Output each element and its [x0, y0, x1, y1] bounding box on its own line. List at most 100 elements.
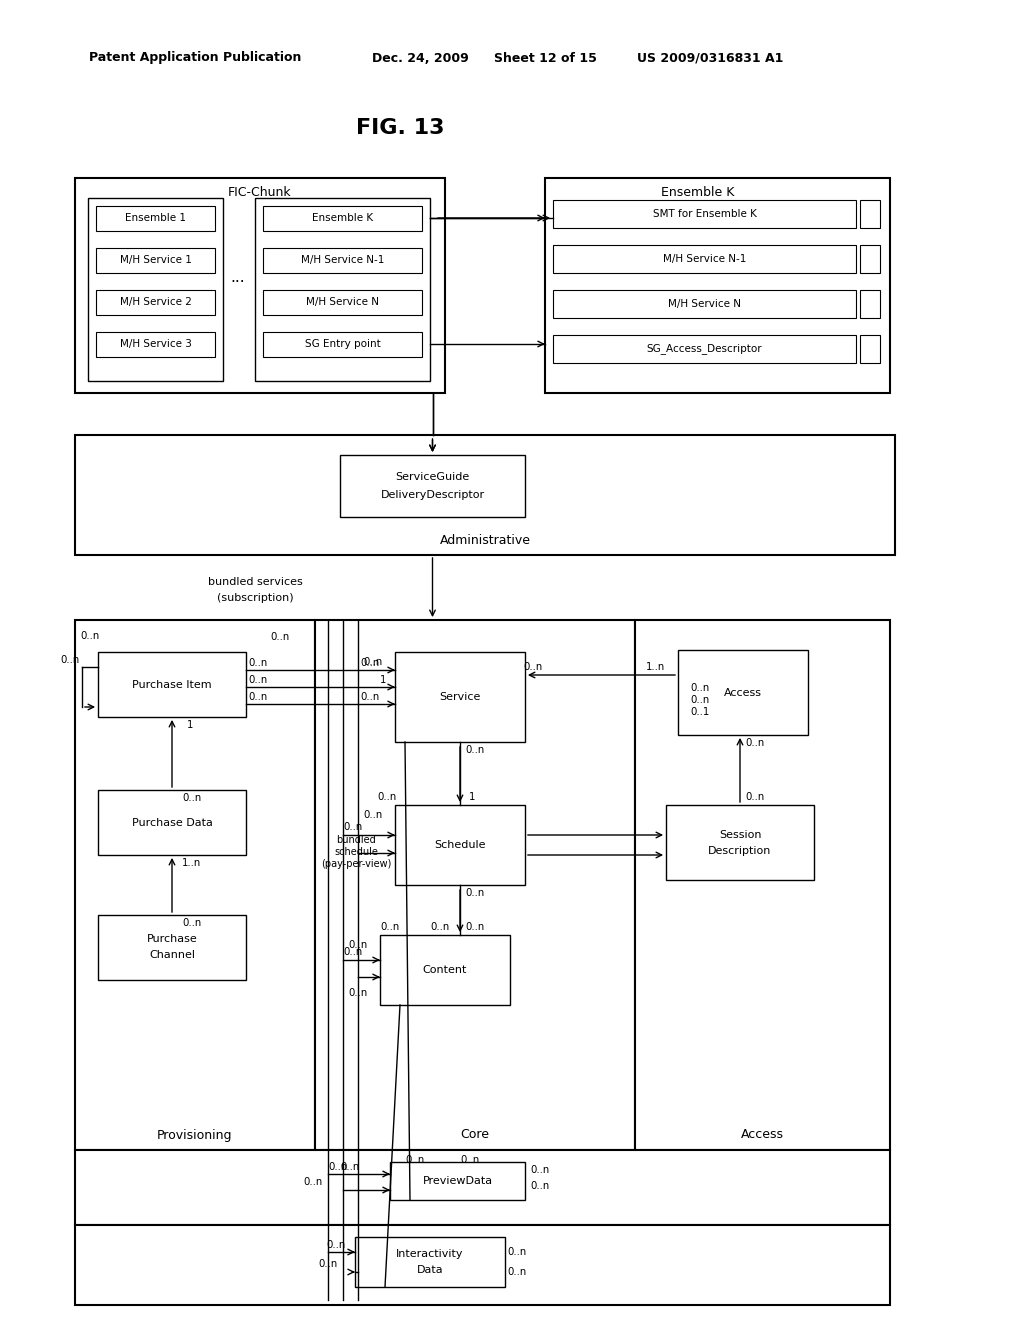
Text: M/H Service N-1: M/H Service N-1: [663, 253, 746, 264]
Text: FIC-Chunk: FIC-Chunk: [228, 186, 292, 198]
Text: 0..n: 0..n: [249, 675, 267, 685]
Text: 0..n: 0..n: [360, 657, 380, 668]
Text: 0..n: 0..n: [690, 682, 710, 693]
Text: ...: ...: [230, 271, 246, 285]
Text: Purchase Data: Purchase Data: [131, 817, 212, 828]
Text: SG Entry point: SG Entry point: [304, 339, 380, 348]
Text: bundled: bundled: [336, 836, 376, 845]
FancyBboxPatch shape: [380, 935, 510, 1005]
FancyBboxPatch shape: [315, 620, 635, 1150]
Text: (subscription): (subscription): [217, 593, 293, 603]
Text: FIG. 13: FIG. 13: [355, 117, 444, 139]
Text: Administrative: Administrative: [439, 535, 530, 548]
FancyBboxPatch shape: [553, 290, 856, 318]
Text: 1..n: 1..n: [182, 858, 202, 869]
Text: SMT for Ensemble K: SMT for Ensemble K: [652, 209, 757, 219]
FancyBboxPatch shape: [635, 620, 890, 1150]
FancyBboxPatch shape: [340, 455, 525, 517]
Text: schedule: schedule: [334, 847, 378, 857]
FancyBboxPatch shape: [96, 333, 215, 356]
Text: 0..n: 0..n: [182, 917, 202, 928]
FancyBboxPatch shape: [355, 1237, 505, 1287]
FancyBboxPatch shape: [98, 789, 246, 855]
FancyBboxPatch shape: [545, 178, 890, 393]
Text: 0..n: 0..n: [380, 921, 399, 932]
Text: Channel: Channel: [150, 950, 195, 961]
Text: 0..n: 0..n: [80, 631, 99, 642]
FancyBboxPatch shape: [263, 333, 422, 356]
Text: Core: Core: [461, 1129, 489, 1142]
Text: ServiceGuide: ServiceGuide: [395, 473, 470, 482]
FancyBboxPatch shape: [553, 246, 856, 273]
FancyBboxPatch shape: [860, 201, 880, 228]
Text: Ensemble K: Ensemble K: [312, 213, 373, 223]
FancyBboxPatch shape: [96, 206, 215, 231]
Text: 0..n: 0..n: [182, 793, 202, 803]
Text: 0..n: 0..n: [406, 1155, 425, 1166]
Text: PreviewData: PreviewData: [423, 1176, 493, 1185]
Text: 0..n: 0..n: [329, 1162, 347, 1172]
Text: 0..n: 0..n: [530, 1166, 550, 1175]
Text: 0..n: 0..n: [303, 1177, 323, 1187]
FancyBboxPatch shape: [75, 178, 445, 393]
Text: (pay-per-view): (pay-per-view): [321, 859, 391, 869]
Text: Data: Data: [417, 1265, 443, 1275]
Text: 0..n: 0..n: [507, 1267, 526, 1276]
Text: 0..n: 0..n: [249, 692, 267, 702]
Text: 0..n: 0..n: [745, 738, 765, 748]
Text: Description: Description: [709, 846, 772, 855]
Text: 0..n: 0..n: [523, 663, 543, 672]
Text: Session: Session: [719, 829, 761, 840]
FancyBboxPatch shape: [75, 1225, 890, 1305]
Text: 0..n: 0..n: [465, 888, 484, 898]
Text: 0..n: 0..n: [348, 940, 368, 950]
Text: Ensemble K: Ensemble K: [660, 186, 734, 198]
Text: Dec. 24, 2009: Dec. 24, 2009: [372, 51, 468, 65]
Text: 1..n: 1..n: [646, 663, 666, 672]
Text: Content: Content: [423, 965, 467, 975]
Text: 1: 1: [186, 719, 194, 730]
Text: DeliveryDescriptor: DeliveryDescriptor: [381, 490, 484, 500]
Text: Patent Application Publication: Patent Application Publication: [89, 51, 301, 65]
Text: 0..n: 0..n: [745, 792, 765, 803]
FancyBboxPatch shape: [666, 805, 814, 880]
Text: 0..n: 0..n: [340, 1162, 359, 1172]
Text: Sheet 12 of 15: Sheet 12 of 15: [494, 51, 596, 65]
Text: 0..n: 0..n: [461, 1155, 479, 1166]
FancyBboxPatch shape: [75, 436, 895, 554]
Text: 0..n: 0..n: [364, 657, 383, 667]
Text: Purchase Item: Purchase Item: [132, 680, 212, 689]
FancyBboxPatch shape: [255, 198, 430, 381]
FancyBboxPatch shape: [553, 335, 856, 363]
Text: SG_Access_Descriptor: SG_Access_Descriptor: [647, 343, 762, 355]
FancyBboxPatch shape: [98, 915, 246, 979]
Text: M/H Service N: M/H Service N: [306, 297, 379, 308]
Text: 0..n: 0..n: [360, 692, 380, 702]
Text: M/H Service 3: M/H Service 3: [120, 339, 191, 348]
Text: Access: Access: [724, 688, 762, 697]
Text: 1: 1: [380, 675, 386, 685]
Text: M/H Service 1: M/H Service 1: [120, 255, 191, 265]
FancyBboxPatch shape: [860, 335, 880, 363]
Text: Provisioning: Provisioning: [158, 1129, 232, 1142]
Text: US 2009/0316831 A1: US 2009/0316831 A1: [637, 51, 783, 65]
FancyBboxPatch shape: [263, 248, 422, 273]
FancyBboxPatch shape: [96, 248, 215, 273]
Text: 0..n: 0..n: [348, 987, 368, 998]
FancyBboxPatch shape: [75, 1150, 890, 1225]
FancyBboxPatch shape: [390, 1162, 525, 1200]
Text: 0..n: 0..n: [530, 1181, 550, 1191]
Text: 0..n: 0..n: [327, 1239, 346, 1250]
Text: 0..n: 0..n: [343, 822, 362, 832]
Text: Access: Access: [741, 1129, 784, 1142]
FancyBboxPatch shape: [395, 652, 525, 742]
Text: Schedule: Schedule: [434, 840, 485, 850]
Text: 0..n: 0..n: [270, 632, 290, 642]
FancyBboxPatch shape: [860, 246, 880, 273]
Text: 0..n: 0..n: [465, 744, 484, 755]
FancyBboxPatch shape: [395, 805, 525, 884]
Text: M/H Service N: M/H Service N: [668, 300, 741, 309]
FancyBboxPatch shape: [96, 290, 215, 315]
FancyBboxPatch shape: [263, 206, 422, 231]
Text: 0..n: 0..n: [60, 655, 80, 665]
